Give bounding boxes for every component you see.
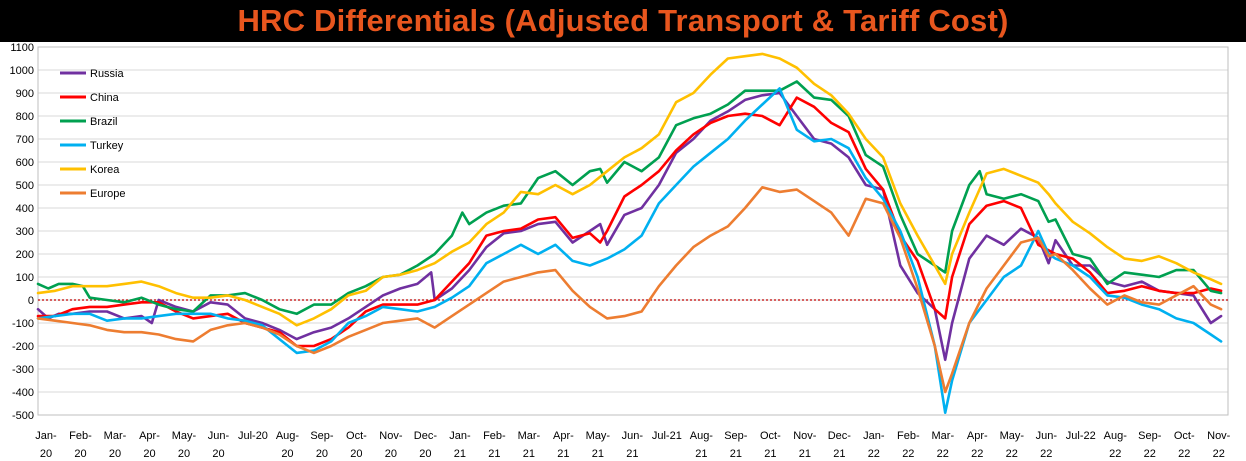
y-tick-label: 1000: [10, 65, 34, 77]
x-tick-label: Jun-20: [208, 430, 230, 460]
y-tick-label: -400: [12, 387, 34, 399]
x-tick-label: Feb-20: [69, 430, 92, 460]
y-tick-label: 900: [16, 88, 34, 100]
x-tick-label: Sep-20: [310, 430, 334, 460]
x-tick-label: Jun-21: [622, 430, 644, 460]
y-tick-label: 400: [16, 203, 34, 215]
x-tick-label: Oct-21: [760, 430, 781, 460]
x-tick-label: Oct-20: [346, 430, 367, 460]
x-tick-label: May-22: [1000, 430, 1025, 460]
x-tick-label: Sep-22: [1138, 430, 1162, 460]
x-tick-label: Aug-21: [690, 430, 714, 460]
x-tick-label: Jan-21: [449, 430, 471, 460]
y-tick-label: -100: [12, 318, 34, 330]
line-chart: -500 -400 -300 -200 -100 0 100 200 300 400 500 600 7…: [10, 42, 1231, 460]
y-tick-label: -200: [12, 341, 34, 353]
series-line-russia: [36, 91, 1223, 362]
series-layer: [36, 52, 1223, 414]
series-line-europe: [36, 186, 1223, 394]
x-tick-label: Sep-21: [724, 430, 748, 460]
x-tick-label: Jul-20: [238, 430, 268, 442]
x-tick-label: Feb-22: [897, 430, 920, 460]
x-tick-label: Aug-22: [1104, 430, 1128, 460]
y-tick-label: 300: [16, 226, 34, 238]
x-tick-label: Nov-21: [793, 430, 817, 460]
x-tick-label: Jun-22: [1036, 430, 1058, 460]
x-tick-label: Dec-20: [414, 430, 438, 460]
legend-label-turkey: Turkey: [90, 140, 124, 152]
x-tick-label: Oct-22: [1174, 430, 1195, 460]
x-tick-label: May-21: [586, 430, 611, 460]
y-tick-label: -300: [12, 364, 34, 376]
y-tick-label: 700: [16, 134, 34, 146]
grid-layer: [37, 46, 1229, 416]
x-tick-label: Mar-20: [104, 430, 127, 460]
y-tick-label: 0: [28, 295, 34, 307]
x-tick-label: Aug-20: [276, 430, 300, 460]
series-line-turkey: [36, 87, 1223, 414]
axis-layer: -500 -400 -300 -200 -100 0 100 200 300 400 500 600 7…: [10, 42, 1231, 460]
x-tick-label: Jan-20: [35, 430, 57, 460]
y-tick-label: -500: [12, 410, 34, 422]
y-tick-label: 500: [16, 180, 34, 192]
y-tick-label: 600: [16, 157, 34, 169]
plot-area-border: [37, 46, 1229, 416]
series-line-korea: [36, 52, 1223, 327]
x-tick-label: Jan-22: [863, 430, 885, 460]
y-tick-label: 200: [16, 249, 34, 261]
x-tick-label: Mar-21: [518, 430, 541, 460]
legend-label-china: China: [90, 92, 120, 104]
y-tick-label: 800: [16, 111, 34, 123]
x-tick-label: Dec-21: [828, 430, 852, 460]
legend-label-brazil: Brazil: [90, 116, 118, 128]
x-tick-label: Mar-22: [932, 430, 955, 460]
legend-label-russia: Russia: [90, 68, 125, 80]
series-line-china: [36, 96, 1223, 348]
x-tick-label: Apr-22: [967, 430, 988, 460]
legend-label-europe: Europe: [90, 188, 125, 200]
x-tick-label: Jul-22: [1066, 430, 1096, 442]
x-tick-label: Nov-22: [1207, 430, 1231, 460]
x-tick-label: May-20: [172, 430, 197, 460]
y-tick-label: 100: [16, 272, 34, 284]
chart-title-bar: HRC Differentials (Adjusted Transport & …: [0, 0, 1246, 42]
legend-label-korea: Korea: [90, 164, 120, 176]
x-tick-label: Apr-21: [553, 430, 574, 460]
legend: Russia China Brazil Turkey Korea Europe: [60, 68, 125, 200]
x-tick-label: Apr-20: [139, 430, 160, 460]
chart-title: HRC Differentials (Adjusted Transport & …: [237, 3, 1009, 38]
x-tick-label: Jul-21: [652, 430, 682, 442]
x-tick-label: Feb-21: [483, 430, 506, 460]
x-tick-label: Nov-20: [379, 430, 403, 460]
y-tick-label: 1100: [10, 42, 34, 54]
